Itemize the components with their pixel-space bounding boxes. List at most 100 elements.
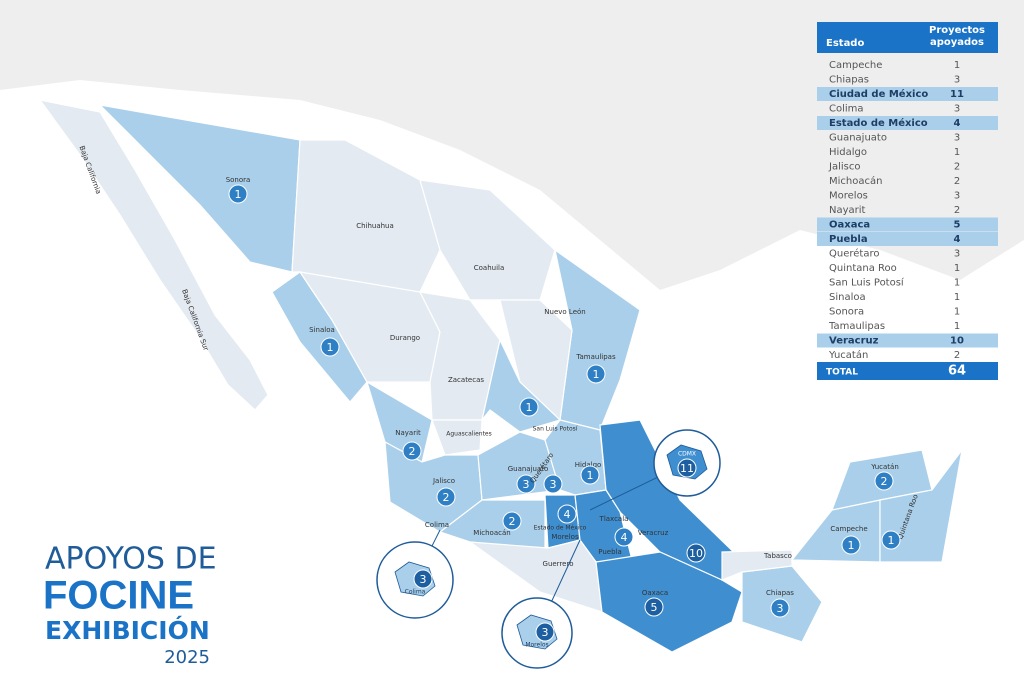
count-badge (644, 597, 664, 617)
state-cell: Jalisco (828, 162, 860, 173)
count-cell: 1 (954, 321, 960, 332)
count-label: 2 (443, 491, 450, 504)
title-line: EXHIBICIÓN (45, 615, 210, 645)
state-name: Colima (425, 521, 449, 529)
count-cell: 2 (954, 176, 960, 187)
state-cell: Chiapas (829, 75, 869, 86)
count-label: 1 (235, 188, 242, 201)
state-cell: Estado de México (829, 117, 928, 129)
row-highlight (817, 217, 998, 232)
state-cell: Guanajuato (829, 133, 887, 144)
table-header-bg (817, 22, 998, 53)
state-name: Zacatecas (448, 376, 484, 384)
count-label: 1 (526, 401, 533, 414)
count-label: 1 (587, 469, 594, 482)
state-shape (879, 449, 963, 563)
state-name: Coahuila (474, 264, 505, 272)
table-header-wrap: Proyectos apoyados (929, 25, 985, 48)
count-label: 11 (680, 462, 694, 475)
count-cell: 3 (954, 191, 960, 202)
state-shape (595, 551, 743, 653)
count-label: 1 (888, 534, 895, 547)
count-label: 3 (777, 602, 784, 615)
count-cell: 1 (954, 278, 960, 289)
count-cell: 3 (954, 75, 960, 86)
count-cell: 3 (954, 104, 960, 115)
insets: CDMX 11 Colima 3 Morelos 3 (376, 429, 721, 669)
count-badge (535, 622, 555, 642)
state-name: Tamaulipas (575, 353, 616, 361)
count-badge (543, 474, 563, 494)
count-label: 1 (593, 368, 600, 381)
count-cell: 4 (954, 118, 961, 129)
count-cell: 1 (954, 307, 960, 318)
state-cell: Campeche (829, 60, 882, 71)
state-name: Nuevo León (544, 308, 585, 316)
count-label: 5 (651, 601, 658, 614)
state-cell: Colima (829, 104, 864, 115)
state-name: Estado de México (534, 525, 587, 532)
count-badge (686, 543, 706, 563)
row-highlight (817, 232, 998, 246)
state-name: Jalisco (432, 477, 455, 485)
count-badge (874, 471, 894, 491)
state-name: Aguascalientes (446, 431, 492, 438)
state-cell: Sinaloa (829, 292, 866, 303)
count-label: 10 (689, 547, 703, 560)
count-label: 2 (509, 515, 516, 528)
title-line: APOYOS DE (45, 542, 217, 577)
count-cell: 2 (954, 350, 960, 361)
count-badge (228, 184, 248, 204)
total-bg (817, 362, 998, 380)
state-cell: Sonora (829, 307, 864, 318)
state-cell: Yucatán (828, 349, 868, 361)
states (38, 99, 963, 653)
count-label: 3 (523, 478, 530, 491)
count-cell: 1 (954, 60, 960, 71)
count-cell: 2 (954, 162, 960, 173)
count-badge (519, 397, 539, 417)
inset-name: Morelos (525, 642, 548, 649)
us-land (0, 0, 1024, 290)
state-name: Chiapas (766, 589, 794, 597)
count-cell: 4 (954, 234, 961, 245)
table-header: Estado (826, 38, 864, 49)
count-label: 3 (420, 573, 427, 586)
count-label: 4 (621, 531, 628, 544)
state-name: Chihuahua (356, 222, 394, 230)
count-badge (586, 364, 606, 384)
state-shape (431, 419, 483, 456)
state-shape (721, 549, 793, 581)
state-cell: Morelos (829, 191, 868, 202)
row-highlight (817, 333, 998, 348)
count-label: 4 (564, 508, 571, 521)
title-block: APOYOS DE FOCINE EXHIBICIÓN 2025 (43, 542, 217, 669)
state-cell: Tamaulipas (828, 321, 885, 332)
state-name: Morelos (551, 533, 579, 541)
count-badge (502, 511, 522, 531)
state-cell: Ciudad de México (829, 88, 928, 100)
count-badge (841, 535, 861, 555)
state-name: Sonora (226, 176, 251, 184)
state-name: Sinaloa (309, 326, 335, 334)
state-name: Tlaxcala (599, 515, 629, 523)
count-badge (677, 458, 697, 478)
state-name: Puebla (598, 548, 622, 556)
count-badge (413, 569, 433, 589)
state-name: Yucatán (870, 463, 899, 471)
count-cell: 2 (954, 205, 960, 216)
state-cell: Quintana Roo (829, 263, 897, 274)
count-label: 2 (409, 445, 416, 458)
count-badge (516, 474, 536, 494)
count-badge (402, 441, 422, 461)
count-cell: 1 (954, 147, 960, 158)
row-highlight (817, 87, 998, 101)
state-cell: Puebla (829, 234, 868, 245)
state-name: Michoacán (473, 529, 510, 537)
count-cell: 11 (950, 89, 964, 100)
state-name: Campeche (830, 525, 867, 533)
state-name: Guanajuato (508, 465, 549, 473)
state-name: Guerrero (543, 560, 574, 568)
